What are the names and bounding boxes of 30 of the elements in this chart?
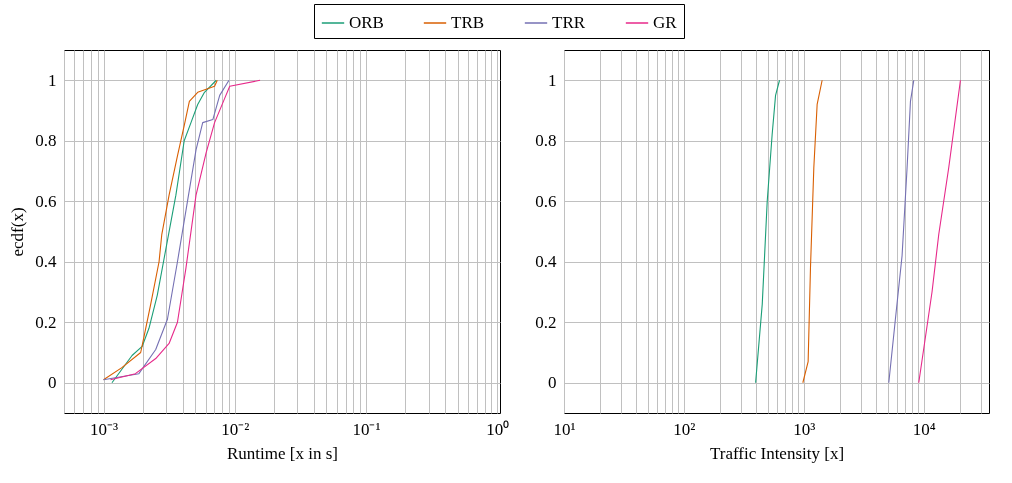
legend-label: TRR (552, 13, 586, 32)
line-series (802, 79, 823, 384)
x-tick-label: 10³ (793, 419, 816, 439)
y-tick-label: 0.6 (535, 191, 557, 211)
y-tick-label: 0.8 (35, 131, 57, 151)
y-tick-label: 0.2 (535, 312, 557, 332)
y-tick-label: 0.6 (35, 191, 57, 211)
x-tick-label: 10⁴ (912, 419, 936, 439)
legend-label: GR (653, 13, 678, 32)
x-axis-title: Runtime [x in s] (227, 443, 338, 463)
y-tick-label: 0.8 (535, 131, 557, 151)
y-tick-label: 0 (548, 373, 557, 393)
x-tick-label: 10² (673, 419, 696, 439)
x-tick-label: 10¹ (553, 419, 576, 439)
x-tick-label: 10⁻² (221, 419, 250, 439)
legend-label: TRB (451, 13, 485, 32)
line-series (755, 79, 781, 384)
x-tick-label: 10⁻³ (89, 419, 119, 439)
y-tick-label: 0.2 (35, 312, 57, 332)
x-tick-label: 10⁻¹ (352, 419, 381, 439)
y-tick-label: 0.4 (35, 252, 57, 272)
y-axis-title: ecdf(x) (8, 207, 28, 257)
x-tick-label: 10⁰ (486, 419, 510, 439)
y-tick-label: 0.4 (535, 252, 557, 272)
y-tick-label: 1 (548, 70, 557, 90)
x-axis-title: Traffic Intensity [x] (709, 443, 845, 463)
y-tick-label: 0 (48, 373, 57, 393)
legend-label: ORB (349, 13, 384, 32)
line-series (888, 79, 915, 384)
y-tick-label: 1 (48, 70, 57, 90)
